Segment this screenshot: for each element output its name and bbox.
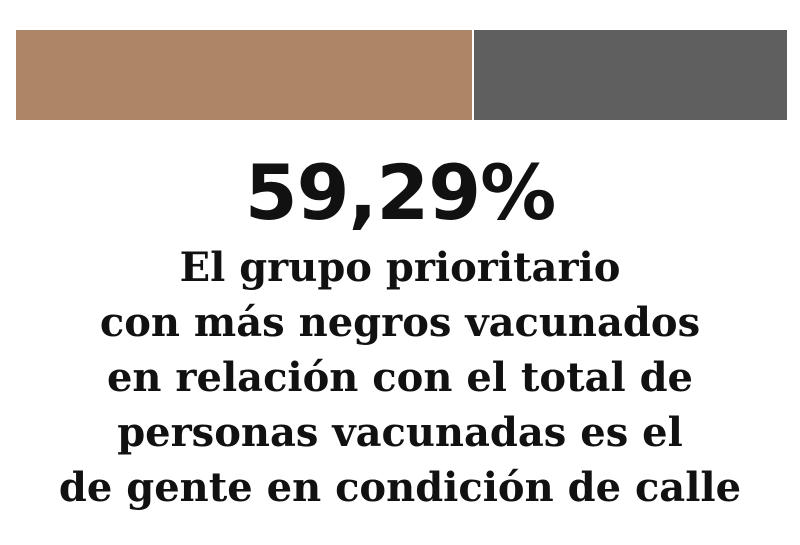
caption-line: El grupo prioritario	[179, 244, 621, 291]
headline-percentage: 59,29%	[244, 148, 557, 237]
stacked-bar	[16, 30, 787, 120]
bar-segment-rest	[473, 30, 787, 120]
caption-line: en relación con el total de	[106, 354, 694, 401]
bar-divider	[471, 30, 474, 120]
caption-line: con más negros vacunados	[99, 299, 701, 346]
caption-line: de gente en condición de calle	[58, 464, 742, 511]
caption-line: personas vacunadas es el	[117, 409, 683, 456]
caption: El grupo prioritario con más negros vacu…	[0, 240, 800, 515]
bar-segment-highlight	[16, 30, 472, 120]
